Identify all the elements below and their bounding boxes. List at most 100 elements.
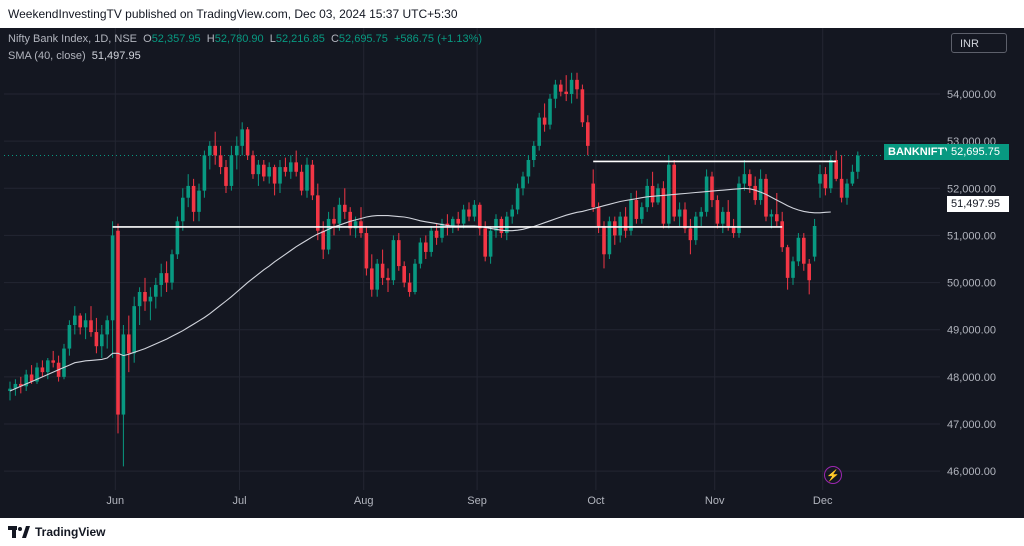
candle-body — [256, 164, 261, 175]
candle-body — [758, 178, 763, 201]
candle-body — [132, 306, 136, 354]
candle-body — [488, 230, 493, 257]
candle-body — [715, 200, 720, 224]
candle-body — [272, 167, 277, 184]
candle-body — [575, 79, 579, 90]
chart-panel[interactable]: 54,000.00 53,000.00 52,000.00 51,000.00 50,0… — [0, 28, 1024, 518]
candle-body — [721, 211, 725, 224]
candle-body — [391, 240, 396, 281]
close-label: C — [330, 33, 339, 45]
sma-line — [9, 187, 831, 392]
candle-body — [62, 348, 66, 377]
candle-body — [429, 230, 433, 252]
candle-body — [521, 176, 525, 189]
candle-body — [105, 320, 109, 335]
candle-body — [607, 221, 612, 255]
candle-body — [402, 266, 406, 283]
candle-body — [613, 221, 617, 236]
candle-body — [364, 233, 369, 269]
candle-body — [553, 84, 558, 99]
y-tick-label: 50,000.00 — [947, 278, 996, 290]
candle-body — [434, 230, 439, 238]
candle-body — [510, 209, 514, 217]
close-value: 52,695.75 — [338, 33, 388, 45]
low-label: L — [269, 33, 276, 45]
candle-body — [526, 160, 531, 177]
candle-body — [618, 216, 622, 236]
candle-body — [532, 145, 536, 160]
candle-body — [742, 174, 747, 184]
candle-body — [440, 223, 444, 238]
candle-body — [677, 209, 682, 217]
candle-body — [780, 221, 784, 248]
candle-body — [451, 218, 455, 226]
price-chart[interactable]: 54,000.0053,000.0052,000.0051,000.0050,0… — [0, 28, 1024, 518]
candle-body — [699, 211, 703, 217]
candle-body — [569, 79, 574, 94]
candle-body — [337, 204, 342, 224]
candle-body — [591, 183, 595, 208]
candle-body — [283, 167, 288, 172]
candle-body — [418, 242, 423, 264]
candle-body — [494, 218, 498, 231]
candle-body — [386, 277, 390, 281]
candle-body — [623, 216, 628, 231]
candle-body — [100, 334, 104, 347]
y-tick-label: 46,000.00 — [947, 466, 996, 478]
candle-body — [802, 237, 806, 264]
candle-body — [407, 282, 412, 292]
candle-body — [850, 171, 855, 184]
candle-body — [839, 178, 844, 198]
candle-body — [218, 155, 223, 168]
candle-body — [791, 261, 795, 278]
candle-body — [667, 164, 671, 224]
candle-body — [326, 218, 331, 250]
sma-legend: SMA (40, close) 51,497.95 — [8, 50, 141, 62]
open-value: 52,357.95 — [151, 33, 201, 45]
candle-body — [289, 162, 293, 172]
symbol-title: Nifty Bank Index, 1D, NSE — [8, 33, 137, 45]
candle-body — [370, 268, 374, 290]
candle-body — [818, 174, 822, 184]
candle-body — [629, 200, 633, 231]
candle-body — [731, 226, 736, 234]
candle-body — [548, 98, 552, 125]
y-tick-label: 52,000.00 — [947, 183, 996, 195]
tradingview-logo: TradingView — [8, 524, 105, 540]
candle-body — [748, 174, 752, 186]
y-tick-label: 54,000.00 — [947, 89, 996, 101]
currency-button[interactable]: INR — [951, 33, 1007, 53]
lightning-icon[interactable]: ⚡ — [824, 466, 842, 484]
candle-body — [812, 226, 817, 257]
x-tick-label: Nov — [705, 495, 725, 507]
candle-body — [424, 242, 428, 252]
candle-body — [35, 367, 39, 382]
candle-body — [499, 218, 504, 234]
candle-body — [245, 129, 250, 156]
candle-body — [224, 167, 228, 186]
candle-body — [769, 214, 774, 217]
candle-body — [310, 164, 315, 196]
candle-body — [235, 145, 239, 156]
candle-body — [380, 263, 385, 278]
candle-body — [170, 254, 174, 283]
candle-body — [602, 226, 606, 255]
candle-body — [24, 374, 28, 387]
low-value: 52,216.85 — [275, 33, 325, 45]
x-tick-label: Aug — [354, 495, 374, 507]
candle-body — [46, 360, 50, 373]
candle-body — [294, 162, 298, 172]
candle-body — [634, 200, 639, 219]
candle-body — [764, 178, 768, 217]
candle-body — [515, 188, 520, 210]
candle-body — [694, 216, 698, 241]
x-tick-label: Jul — [232, 495, 246, 507]
candle-body — [375, 263, 379, 290]
publisher-header: WeekendInvestingTV published on TradingV… — [0, 0, 1024, 28]
sma-value: 51,497.95 — [91, 50, 141, 62]
candle-body — [278, 167, 282, 184]
y-tick-label: 48,000.00 — [947, 372, 996, 384]
candle-body — [445, 223, 450, 226]
candle-body — [456, 218, 460, 224]
candle-body — [159, 273, 163, 285]
